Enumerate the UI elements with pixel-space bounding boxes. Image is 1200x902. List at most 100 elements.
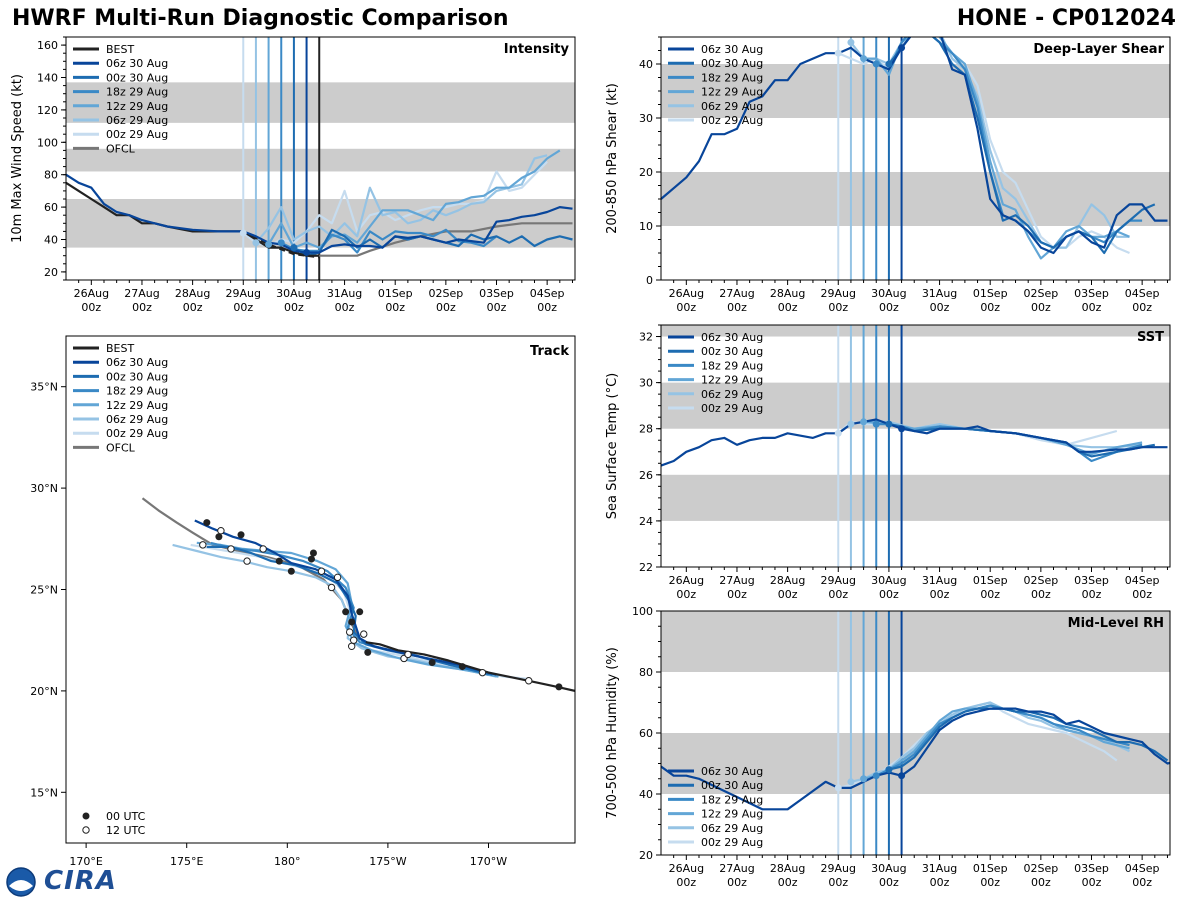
track-series-best <box>365 641 575 692</box>
shear-x-tick-label: 00z <box>778 301 798 314</box>
storm-id-title: HONE - CP012024 <box>956 6 1176 31</box>
rh-y-tick-label: 60 <box>639 727 653 740</box>
rh-panel-title: Mid-Level RH <box>1068 616 1164 631</box>
track-marker-12utc <box>333 573 342 582</box>
track-marker-12utc <box>199 541 207 549</box>
shear-legend-label: 12z 29 Aug <box>701 86 763 99</box>
track-legend-marker-12utc <box>82 826 90 834</box>
shear-y-tick-label: 20 <box>639 166 653 179</box>
sst-series-00z-30-aug <box>888 423 1156 458</box>
sst-x-tick-label: 02Sep <box>1023 574 1058 587</box>
rh-x-tick-label: 04Sep <box>1125 862 1160 875</box>
intensity-x-tick-label: 26Aug <box>74 287 109 300</box>
rh-legend-label: 00z 30 Aug <box>701 779 763 792</box>
track-x-tick-label: 170°W <box>470 855 507 868</box>
track-marker-00utc <box>555 683 563 691</box>
rh-x-tick-label: 30Aug <box>871 862 906 875</box>
shear-x-tick-label: 02Sep <box>1023 287 1058 300</box>
sst-x-tick-label: 00z <box>980 588 1000 601</box>
sst-y-tick-label: 30 <box>639 377 653 390</box>
rh-init-marker <box>898 772 906 780</box>
intensity-x-tick-label: 00z <box>183 301 203 314</box>
rh-x-tick-label: 31Aug <box>922 862 957 875</box>
track-legend-label: BEST <box>106 342 134 355</box>
shear-panel: 01020304026Aug00z27Aug00z28Aug00z29Aug00… <box>605 36 1171 314</box>
shear-init-marker <box>847 38 855 46</box>
shear-legend-label: 00z 29 Aug <box>701 114 763 127</box>
rh-y-tick-label: 80 <box>639 666 653 679</box>
track-marker-12utc <box>345 628 354 636</box>
rh-init-marker <box>872 772 880 780</box>
intensity-shaded-band <box>66 148 575 172</box>
intensity-series-00z-29-aug <box>242 160 548 248</box>
track-marker-00utc <box>348 618 356 626</box>
track-marker-12utc <box>227 545 235 553</box>
shear-x-tick-label: 00z <box>1132 301 1152 314</box>
intensity-legend-label: OFCL <box>106 142 136 155</box>
intensity-y-tick-label: 140 <box>37 72 58 85</box>
rh-x-tick-label: 00z <box>980 876 1000 889</box>
sst-x-tick-label: 00z <box>828 588 848 601</box>
intensity-y-tick-label: 40 <box>44 234 58 247</box>
shear-x-tick-label: 00z <box>1031 301 1051 314</box>
intensity-y-tick-label: 100 <box>37 136 58 149</box>
sst-x-tick-label: 29Aug <box>821 574 856 587</box>
shear-x-tick-label: 00z <box>980 301 1000 314</box>
track-legend-label: 12z 29 Aug <box>106 399 168 412</box>
track-marker-00utc <box>275 557 283 565</box>
sst-x-tick-label: 00z <box>1132 588 1152 601</box>
sst-x-tick-label: 28Aug <box>770 574 805 587</box>
intensity-x-tick-label: 27Aug <box>124 287 159 300</box>
shear-series-06z-30-aug <box>661 37 1168 255</box>
rh-x-tick-label: 02Sep <box>1023 862 1058 875</box>
rh-series-06z-30-aug <box>661 707 1170 811</box>
track-marker-12utc <box>259 545 267 553</box>
intensity-y-tick-label: 80 <box>44 169 58 182</box>
intensity-init-marker <box>252 239 260 247</box>
rh-x-tick-label: 00z <box>879 876 899 889</box>
rh-x-tick-label: 28Aug <box>770 862 805 875</box>
shear-y-tick-label: 30 <box>639 112 653 125</box>
shear-legend-label: 18z 29 Aug <box>701 71 763 84</box>
cira-logo: CIRA <box>4 866 116 898</box>
track-plot-area <box>141 497 575 692</box>
cira-logo-text: CIRA <box>44 866 117 896</box>
sst-panel: 22242628303226Aug00z27Aug00z28Aug00z29Au… <box>605 324 1171 601</box>
intensity-y-axis-label: 10m Max Wind Speed (kt) <box>10 74 25 243</box>
intensity-x-tick-label: 03Sep <box>479 287 514 300</box>
intensity-x-tick-label: 30Aug <box>276 287 311 300</box>
sst-legend-label: 00z 29 Aug <box>701 402 763 415</box>
shear-init-marker <box>898 44 906 52</box>
intensity-legend-label: 06z 30 Aug <box>106 57 168 70</box>
intensity-x-tick-label: 02Sep <box>428 287 463 300</box>
intensity-y-tick-label: 160 <box>37 39 58 52</box>
track-marker-12utc <box>327 583 336 592</box>
intensity-x-tick-label: 00z <box>132 301 152 314</box>
track-legend-label: 12 UTC <box>106 824 146 837</box>
rh-init-marker <box>860 775 868 783</box>
track-y-tick-label: 30°N <box>30 482 58 495</box>
shear-shaded-band <box>661 172 1170 226</box>
intensity-x-tick-label: 31Aug <box>327 287 362 300</box>
shear-legend-label: 00z 30 Aug <box>701 57 763 70</box>
rh-legend-label: 00z 29 Aug <box>701 836 763 849</box>
sst-legend-label: 12z 29 Aug <box>701 374 763 387</box>
rh-x-tick-label: 00z <box>778 876 798 889</box>
track-marker-00utc <box>356 608 364 616</box>
intensity-x-tick-label: 00z <box>385 301 405 314</box>
rh-y-axis-label: 700-500 hPa Humidity (%) <box>605 647 620 819</box>
sst-y-tick-label: 26 <box>639 469 653 482</box>
intensity-x-tick-label: 28Aug <box>175 287 210 300</box>
shear-y-tick-label: 10 <box>639 220 653 233</box>
track-y-tick-label: 20°N <box>30 685 58 698</box>
sst-x-tick-label: 00z <box>1031 588 1051 601</box>
intensity-x-tick-label: 00z <box>335 301 355 314</box>
rh-x-tick-label: 26Aug <box>669 862 704 875</box>
shear-x-tick-label: 00z <box>727 301 747 314</box>
shear-init-marker <box>885 60 893 68</box>
track-marker-00utc <box>342 608 350 616</box>
intensity-x-tick-label: 00z <box>81 301 101 314</box>
track-marker-00utc <box>307 555 315 563</box>
intensity-legend-label: 00z 29 Aug <box>106 128 168 141</box>
intensity-init-marker <box>239 229 247 237</box>
